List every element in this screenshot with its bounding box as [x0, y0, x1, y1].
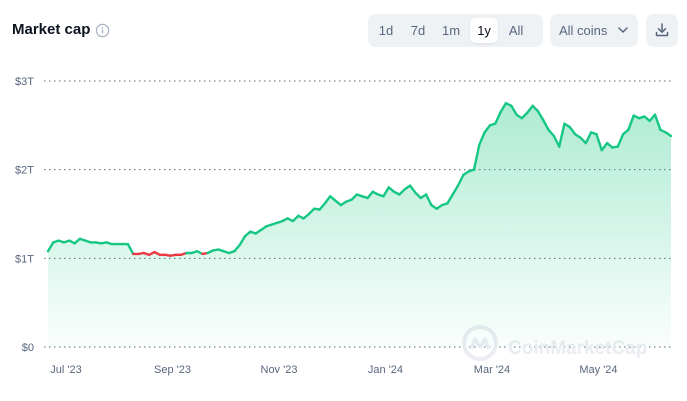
line-segment — [307, 207, 316, 216]
line-segment — [382, 186, 390, 198]
line-segment — [547, 128, 556, 138]
line-segment — [558, 122, 566, 148]
line-segment — [398, 187, 406, 196]
x-tick-label: Jan '24 — [368, 364, 403, 376]
y-tick-label: $3T — [15, 76, 34, 88]
line-segment — [451, 184, 460, 196]
line-segment — [499, 102, 508, 114]
line-segment — [664, 131, 673, 138]
line-segment — [616, 132, 625, 148]
line-segment — [520, 111, 529, 120]
line-segment — [542, 118, 550, 132]
line-segment — [323, 195, 332, 205]
x-tick-label: Jul '23 — [50, 364, 81, 376]
range-1d-button[interactable]: 1d — [378, 23, 394, 38]
line-segment — [446, 193, 454, 205]
line-segment — [126, 242, 135, 256]
range-all-button[interactable]: All — [508, 23, 524, 38]
line-segment — [531, 104, 540, 113]
time-range-selector: 1d 7d 1m 1y All — [368, 14, 543, 47]
line-segment — [318, 202, 327, 211]
download-button[interactable] — [646, 14, 678, 47]
line-segment — [414, 191, 422, 200]
chevron-down-icon — [618, 27, 628, 33]
line-segment — [584, 131, 593, 145]
coins-dropdown-value: All coins — [559, 23, 608, 38]
x-axis-ticks: Jul '23 Sep '23 Nov '23 Jan '24 Mar '24 May '… — [50, 364, 617, 376]
x-tick-label: May '24 — [579, 364, 617, 376]
line-segment — [595, 132, 603, 152]
chart-header: Market cap 1d 7d 1m 1y All All coins — [0, 0, 687, 62]
line-segment — [350, 193, 358, 202]
line-segment — [424, 193, 433, 207]
line-segment — [568, 125, 577, 136]
x-tick-label: Mar '24 — [474, 364, 510, 376]
line-segment — [536, 109, 545, 122]
info-icon[interactable] — [95, 23, 110, 38]
line-segment — [408, 184, 417, 194]
line-segment — [478, 131, 486, 147]
line-segment — [494, 110, 502, 125]
line-segment — [510, 104, 518, 116]
x-tick-label: Sep '23 — [154, 364, 191, 376]
line-segment — [472, 143, 481, 171]
market-cap-chart: $0$1T$2T$3T CoinMarketCap Jul '23 Sep '23… — [15, 76, 673, 376]
x-tick-label: Nov '23 — [261, 364, 298, 376]
y-tick-label: $0 — [22, 342, 34, 354]
range-1y-button[interactable]: 1y — [470, 18, 499, 43]
range-1m-button[interactable]: 1m — [442, 23, 461, 38]
y-axis-ticks: $0 $1T $2T $3T — [15, 76, 34, 354]
y-tick-label: $1T — [15, 253, 34, 265]
coins-dropdown[interactable]: All coins — [550, 14, 638, 47]
market-cap-line — [46, 102, 673, 257]
line-segment — [238, 234, 247, 247]
download-icon — [655, 23, 669, 37]
line-segment — [552, 134, 561, 148]
line-segment — [366, 190, 374, 200]
line-segment — [456, 173, 465, 187]
line-segment — [526, 104, 534, 115]
line-segment — [483, 124, 492, 134]
market-cap-area — [48, 103, 671, 347]
line-segment — [653, 113, 662, 132]
line-segment — [627, 114, 635, 132]
y-tick-label: $2T — [15, 165, 34, 177]
line-segment — [46, 241, 55, 253]
range-7d-button[interactable]: 7d — [410, 23, 426, 38]
line-segment — [600, 141, 609, 152]
line-segment — [233, 243, 241, 253]
line-segment — [291, 214, 300, 223]
chart-title: Market cap — [12, 21, 91, 38]
